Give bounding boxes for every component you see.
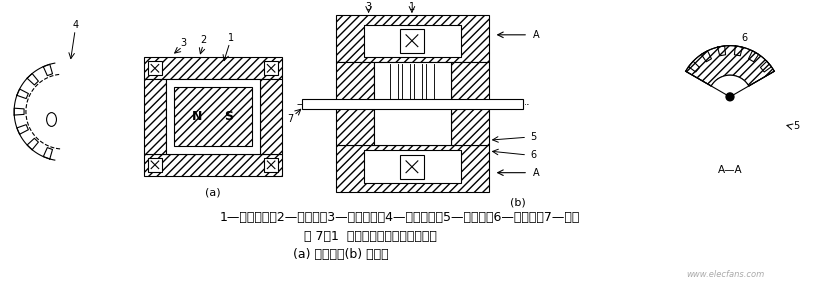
Bar [144,154,282,176]
Text: S: S [224,110,233,123]
Text: 5: 5 [530,132,536,142]
Text: 3: 3 [180,38,187,48]
Text: (b): (b) [510,197,526,207]
Text: (a): (a) [205,187,221,197]
Bar [336,62,373,145]
Bar [144,57,282,79]
Circle shape [726,93,734,101]
Bar [400,29,424,52]
Bar [302,99,523,109]
Text: 3: 3 [366,2,372,12]
Bar [363,25,461,57]
Text: 6: 6 [530,150,536,160]
Text: (a) 开磁路；(b) 闭磁路: (a) 开磁路；(b) 闭磁路 [293,248,389,261]
Bar [264,61,278,75]
Bar [148,158,162,172]
Text: www.elecfans.com: www.elecfans.com [686,270,764,278]
Bar [336,145,489,192]
Bar [400,155,424,179]
Bar [363,150,461,183]
Bar [336,15,489,62]
Bar [452,62,489,145]
Text: 1—永久磁铁；2—软磁铁；3—感应线圈；4—测量齿轮；5—内齿轮；6—外齿轮；7—转轴: 1—永久磁铁；2—软磁铁；3—感应线圈；4—测量齿轮；5—内齿轮；6—外齿轮；7… [220,212,580,224]
Text: N: N [192,110,202,123]
Polygon shape [685,46,774,97]
Circle shape [708,75,751,119]
Bar [264,158,278,172]
Text: 1: 1 [227,33,234,43]
Bar [260,79,282,154]
Text: 5: 5 [793,121,800,131]
Bar [373,62,452,145]
Text: A: A [533,168,540,178]
Text: 1: 1 [409,2,415,12]
Text: 图 7－1  变磁通式磁电传感器结构图: 图 7－1 变磁通式磁电传感器结构图 [304,230,437,243]
Text: 7: 7 [287,114,293,123]
Text: A: A [533,30,540,40]
Bar [165,79,260,154]
Bar [144,79,165,154]
Bar [148,61,162,75]
Bar [174,87,253,146]
Text: 6: 6 [742,33,748,43]
Text: A—A: A—A [718,165,742,175]
Text: 4: 4 [72,20,78,30]
Text: 2: 2 [200,35,206,45]
